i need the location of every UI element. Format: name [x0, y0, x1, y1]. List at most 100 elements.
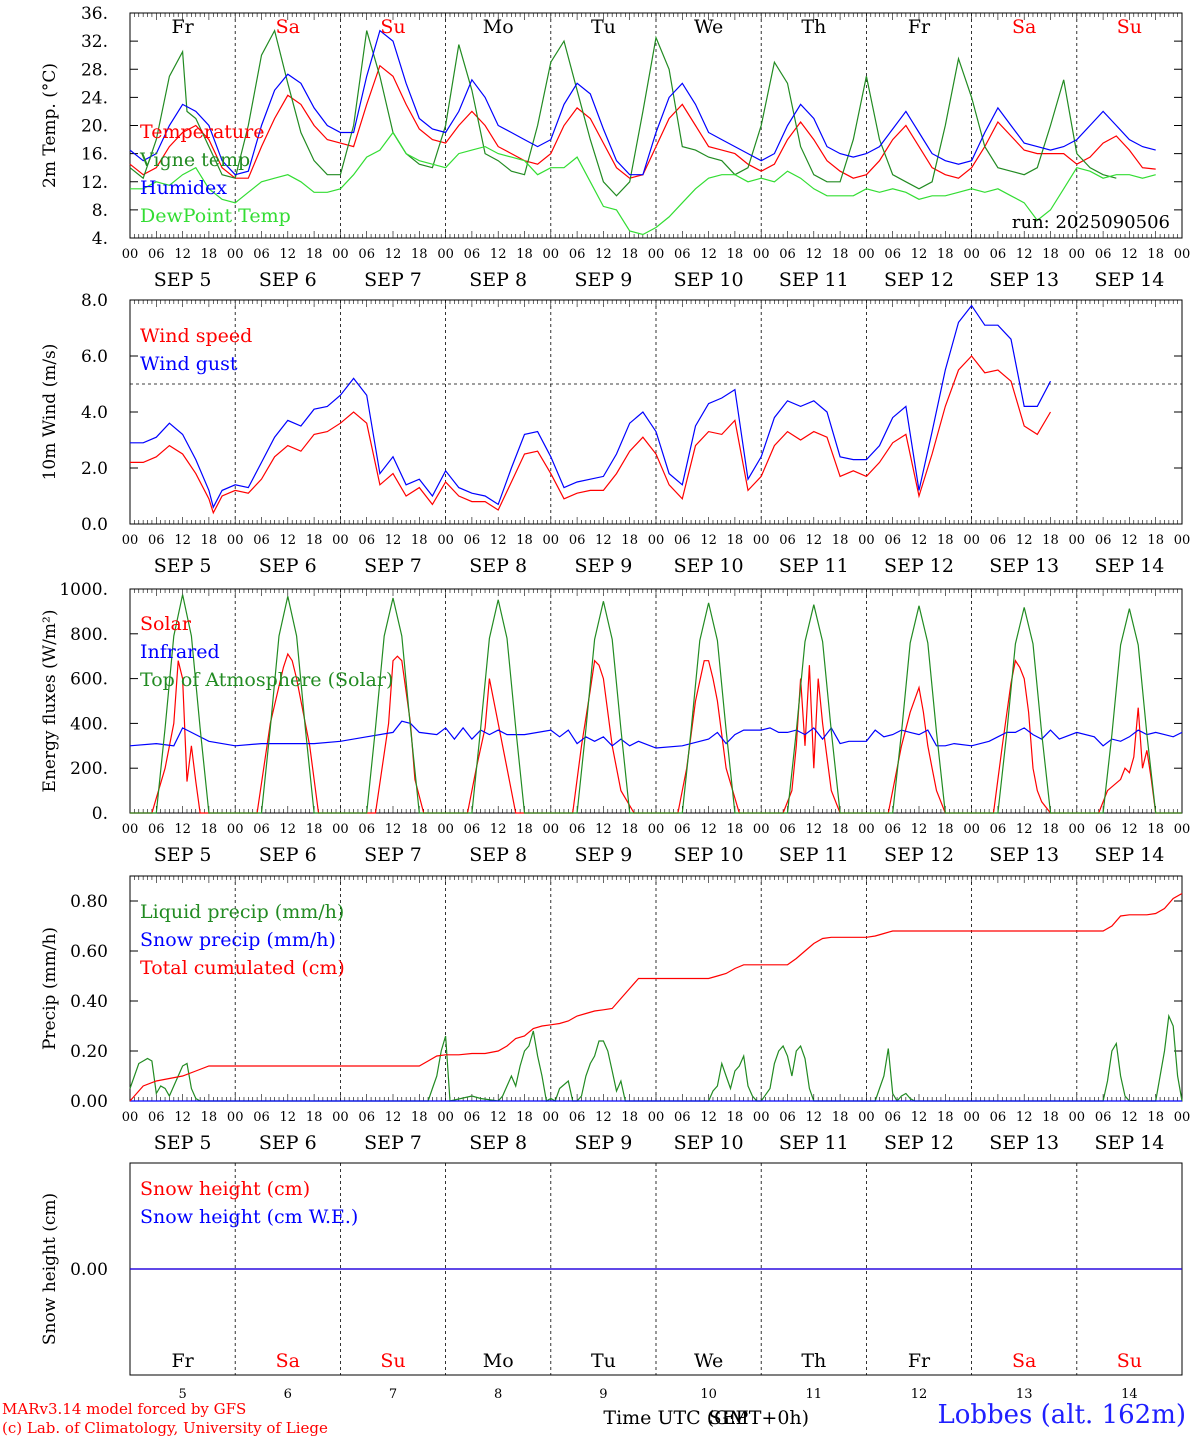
panel-frame: [129, 588, 1183, 814]
hour-label: 18: [306, 822, 323, 837]
day-number: 12: [911, 1387, 928, 1402]
day-number: 11: [806, 1387, 823, 1402]
date-label: SEP 11: [779, 1132, 849, 1154]
y-axis-label: Precip (mm/h): [40, 927, 60, 1050]
y-tick-label: 16.: [81, 145, 108, 165]
day-name: Mo: [483, 1350, 514, 1372]
hour-label: 00: [1069, 822, 1086, 837]
hour-label: 18: [937, 822, 954, 837]
hour-label: 18: [937, 533, 954, 548]
hour-label: 00: [332, 533, 349, 548]
y-tick-label: 0.20: [70, 1042, 108, 1062]
legend-entry: Wind speed: [140, 325, 252, 347]
hour-label: 18: [1147, 533, 1164, 548]
hour-label: 06: [569, 822, 586, 837]
hour-label: 18: [516, 822, 533, 837]
hour-label: 00: [1174, 247, 1191, 262]
hour-label: 00: [753, 533, 770, 548]
legend-entry: Infrared: [140, 641, 220, 663]
date-label: SEP 7: [364, 555, 422, 577]
series-vigne-temp: [129, 28, 1117, 197]
hour-label: 00: [437, 1110, 454, 1125]
day-number: 13: [1016, 1387, 1033, 1402]
day-name: Su: [1117, 16, 1142, 38]
series-total-cumulated-cm-: [129, 892, 1183, 1102]
panel-frame: [129, 299, 1183, 525]
hour-label: 00: [1174, 1110, 1191, 1125]
hour-label: 12: [174, 822, 191, 837]
hour-label: 12: [1121, 247, 1138, 262]
y-axis-label: Snow height (cm): [40, 1193, 60, 1345]
date-label: SEP 14: [1094, 844, 1164, 866]
hour-label: 18: [411, 247, 428, 262]
day-name: Th: [801, 16, 826, 38]
legend-entry: Wind gust: [140, 353, 238, 375]
y-tick-label: 0.00: [70, 1092, 108, 1112]
hour-label: 18: [727, 822, 744, 837]
hour-label: 06: [674, 533, 691, 548]
hour-label: 18: [937, 247, 954, 262]
day-name: Sa: [276, 1350, 300, 1372]
legend-entry: Total cumulated (cm): [140, 957, 345, 979]
hour-label: 12: [174, 1110, 191, 1125]
day-name: We: [694, 16, 723, 38]
panel-1: 4. 8. 12. 16. 20. 24. 28. 32. 36. 2m Temp. (°C) Te…: [40, 4, 1190, 291]
date-label: SEP 12: [884, 844, 954, 866]
hour-label: 06: [148, 1110, 165, 1125]
hour-label: 12: [385, 822, 402, 837]
day-name: Mo: [483, 16, 514, 38]
hour-label: 12: [174, 533, 191, 548]
date-label: SEP 12: [884, 269, 954, 291]
hour-label: 00: [1174, 822, 1191, 837]
hour-label: 00: [963, 822, 980, 837]
hour-label: 00: [227, 533, 244, 548]
hour-label: 00: [227, 247, 244, 262]
hour-label: 12: [806, 822, 823, 837]
hour-label: 12: [700, 822, 717, 837]
hour-label: 00: [753, 247, 770, 262]
date-label: SEP 11: [779, 269, 849, 291]
hour-label: 06: [990, 1110, 1007, 1125]
day-name: Fr: [171, 1350, 194, 1372]
legend-entry: Liquid precip (mm/h): [140, 901, 344, 923]
legend-entry: Vigne temp: [139, 149, 250, 171]
date-label: SEP 13: [989, 269, 1059, 291]
hour-label: 12: [911, 822, 928, 837]
legend-entry: Snow height (cm): [140, 1178, 310, 1200]
hour-label: 12: [490, 247, 507, 262]
panel-4: 0.00 0.20 0.40 0.60 0.80 Precip (mm/h) Liquid …: [40, 875, 1191, 1154]
hour-label: 00: [122, 822, 139, 837]
hour-label: 00: [543, 247, 560, 262]
hour-label: 00: [753, 822, 770, 837]
hour-label: 18: [201, 1110, 218, 1125]
hour-label: 06: [569, 533, 586, 548]
hour-label: 06: [464, 1110, 481, 1125]
y-tick-label: 0.: [92, 804, 108, 824]
hour-label: 18: [832, 533, 849, 548]
hour-label: 00: [1069, 533, 1086, 548]
hour-label: 06: [990, 822, 1007, 837]
y-tick-label: 8.0: [81, 291, 108, 311]
hour-label: 18: [201, 822, 218, 837]
hour-label: 12: [385, 1110, 402, 1125]
date-label: SEP 9: [574, 844, 632, 866]
hour-label: 12: [1121, 533, 1138, 548]
hour-label: 18: [411, 533, 428, 548]
hour-label: 12: [911, 1110, 928, 1125]
x-axis-title: Time UTC (GMT+0h): [603, 1407, 809, 1429]
hour-label: 12: [700, 1110, 717, 1125]
date-label: SEP 11: [779, 844, 849, 866]
hour-label: 18: [832, 822, 849, 837]
hour-label: 18: [516, 1110, 533, 1125]
legend-entry: DewPoint Temp: [140, 205, 291, 227]
hour-label: 18: [516, 247, 533, 262]
hour-label: 00: [437, 822, 454, 837]
date-label: SEP 8: [469, 1132, 527, 1154]
hour-label: 06: [1095, 247, 1112, 262]
hour-label: 12: [280, 533, 297, 548]
day-name: Fr: [171, 16, 194, 38]
hour-label: 06: [148, 247, 165, 262]
date-label: SEP 10: [674, 1132, 744, 1154]
y-tick-label: 0.00: [70, 1260, 108, 1280]
y-axis-label: Energy fluxes (W/m²): [40, 610, 60, 793]
